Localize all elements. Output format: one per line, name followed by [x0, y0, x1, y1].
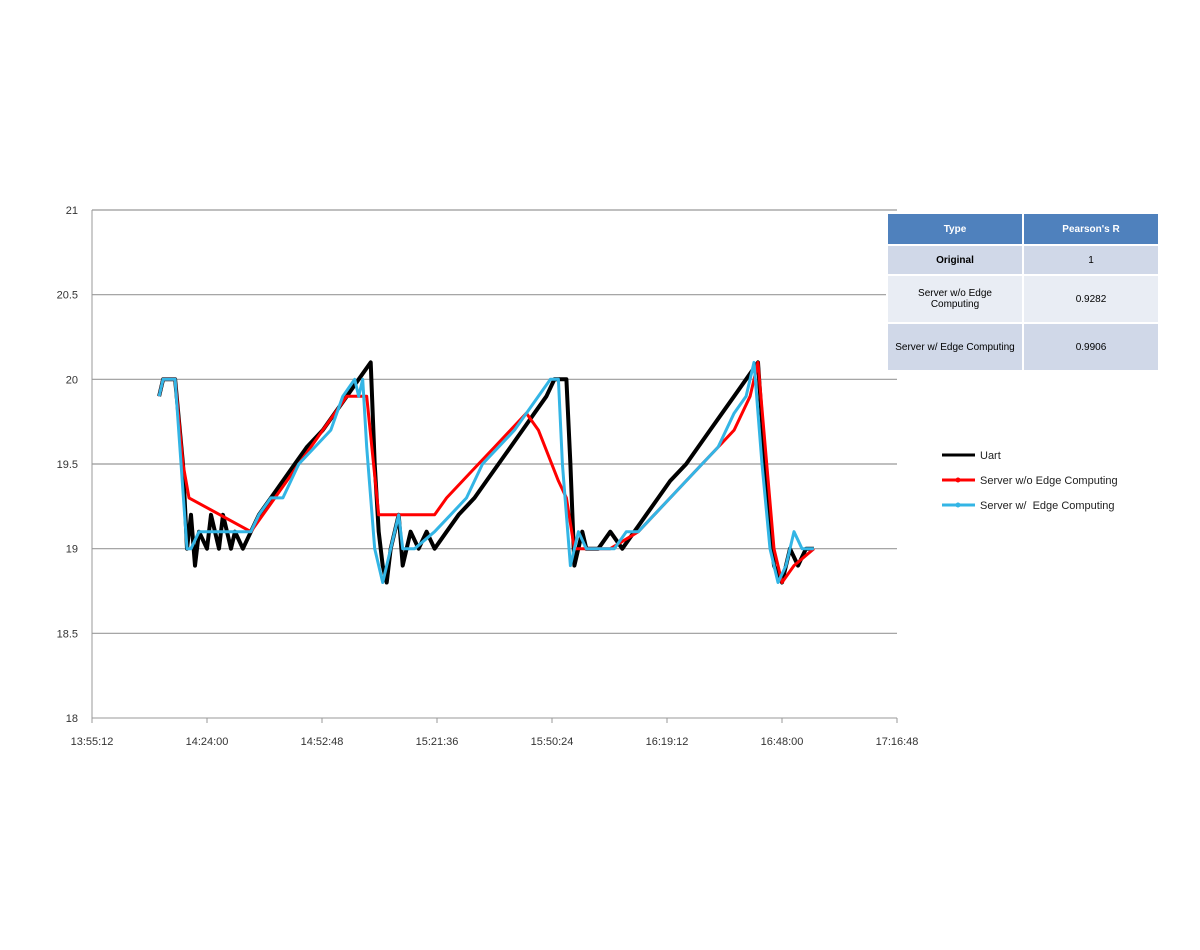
series-line-server-w-edge-computing [157, 360, 814, 584]
legend-label-server-w-edge: Server w/ Edge Computing [980, 500, 1115, 512]
table-header-row: Type Pearson's R [886, 212, 1160, 246]
legend-label-server-wo-edge: Server w/o Edge Computing [980, 475, 1118, 487]
table-header-type: Type [886, 212, 1024, 246]
table-cell-r: 0.9282 [1022, 274, 1160, 324]
y-tick-label: 18 [66, 713, 78, 725]
table-cell-type: Original [886, 244, 1024, 276]
y-tick-label: 19 [66, 544, 78, 556]
y-tick-labels: 18 18.5 19 19.5 20 20.5 21 [57, 205, 78, 725]
series-line-server-w-o-edge-computing [157, 360, 815, 584]
x-tick-label: 14:52:48 [301, 736, 344, 748]
x-tick-label: 15:21:36 [416, 736, 459, 748]
table-cell-r: 1 [1022, 244, 1160, 276]
legend-marker-server-wo-edge [955, 477, 961, 483]
table-row: Server w/ Edge Computing 0.9906 [886, 322, 1160, 372]
table-header-pearson-r: Pearson's R [1022, 212, 1160, 246]
x-tick-label: 16:48:00 [761, 736, 804, 748]
axes [91, 210, 897, 719]
x-tick-label: 14:24:00 [186, 736, 229, 748]
y-tick-label: 19.5 [57, 459, 78, 471]
series-lines [157, 360, 815, 585]
x-tick-label: 13:55:12 [71, 736, 114, 748]
series-line-uart [157, 360, 814, 585]
x-tick-label: 16:19:12 [646, 736, 689, 748]
table-cell-type: Server w/o Edge Computing [886, 274, 1024, 324]
legend-marker-server-w-edge [955, 502, 961, 508]
legend: Uart Server w/o Edge Computing Server w/… [942, 450, 1118, 512]
legend-item-uart: Uart [942, 450, 1001, 462]
grid-lines [91, 209, 898, 723]
x-tick-labels: 13:55:12 14:24:00 14:52:48 15:21:36 15:50:24… [71, 736, 919, 748]
pearson-table: Type Pearson's R Original 1 Server w/o E… [886, 212, 1160, 372]
table-row: Server w/o Edge Computing 0.9282 [886, 274, 1160, 324]
table-cell-r: 0.9906 [1022, 322, 1160, 372]
legend-item-server-w-edge: Server w/ Edge Computing [942, 500, 1115, 512]
legend-item-server-wo-edge: Server w/o Edge Computing [942, 475, 1118, 487]
x-tick-label: 15:50:24 [531, 736, 574, 748]
x-tick-label: 17:16:48 [876, 736, 919, 748]
y-tick-label: 21 [66, 205, 78, 217]
legend-label-uart: Uart [980, 450, 1001, 462]
y-tick-label: 20 [66, 374, 78, 386]
y-tick-label: 20.5 [57, 290, 78, 302]
table-cell-type: Server w/ Edge Computing [886, 322, 1024, 372]
y-tick-label: 18.5 [57, 628, 78, 640]
table-row: Original 1 [886, 244, 1160, 276]
